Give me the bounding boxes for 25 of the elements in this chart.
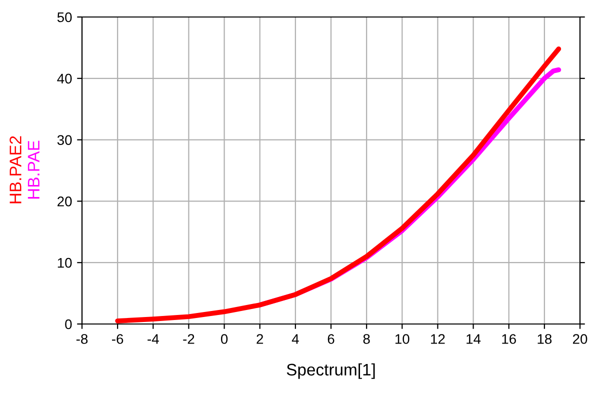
- x-tick-label: 10: [395, 334, 410, 344]
- x-tick-label: -6: [112, 334, 124, 344]
- x-tick-label: -8: [76, 334, 88, 344]
- x-tick-label: 12: [431, 334, 445, 344]
- x-axis-title: Spectrum[1]: [286, 363, 375, 379]
- x-tick-label: 8: [363, 334, 370, 344]
- x-tick-label: 16: [502, 334, 516, 344]
- y-tick-label: 0: [65, 319, 72, 330]
- y-tick-label: 40: [57, 74, 72, 84]
- x-tick-label: 2: [256, 334, 264, 344]
- x-tick-label: 4: [292, 334, 299, 344]
- y-tick-label: 20: [58, 196, 72, 206]
- text: HB.PAE: [28, 140, 40, 199]
- x-tick-label: 14: [466, 334, 481, 344]
- y-tick-label: 50: [57, 12, 72, 22]
- x-tick-label: -2: [183, 334, 194, 344]
- y-tick-label: 10: [58, 258, 72, 268]
- x-tick-label: 18: [538, 334, 552, 344]
- text: HB.PAE2: [10, 136, 22, 204]
- y-tick-label: 30: [57, 135, 72, 145]
- x-tick-label: 6: [328, 334, 334, 344]
- x-tick-label: -4: [148, 334, 159, 344]
- x-tick-label: 20: [572, 334, 588, 344]
- x-tick-label: 0: [220, 334, 228, 344]
- line-series: [115, 46, 562, 324]
